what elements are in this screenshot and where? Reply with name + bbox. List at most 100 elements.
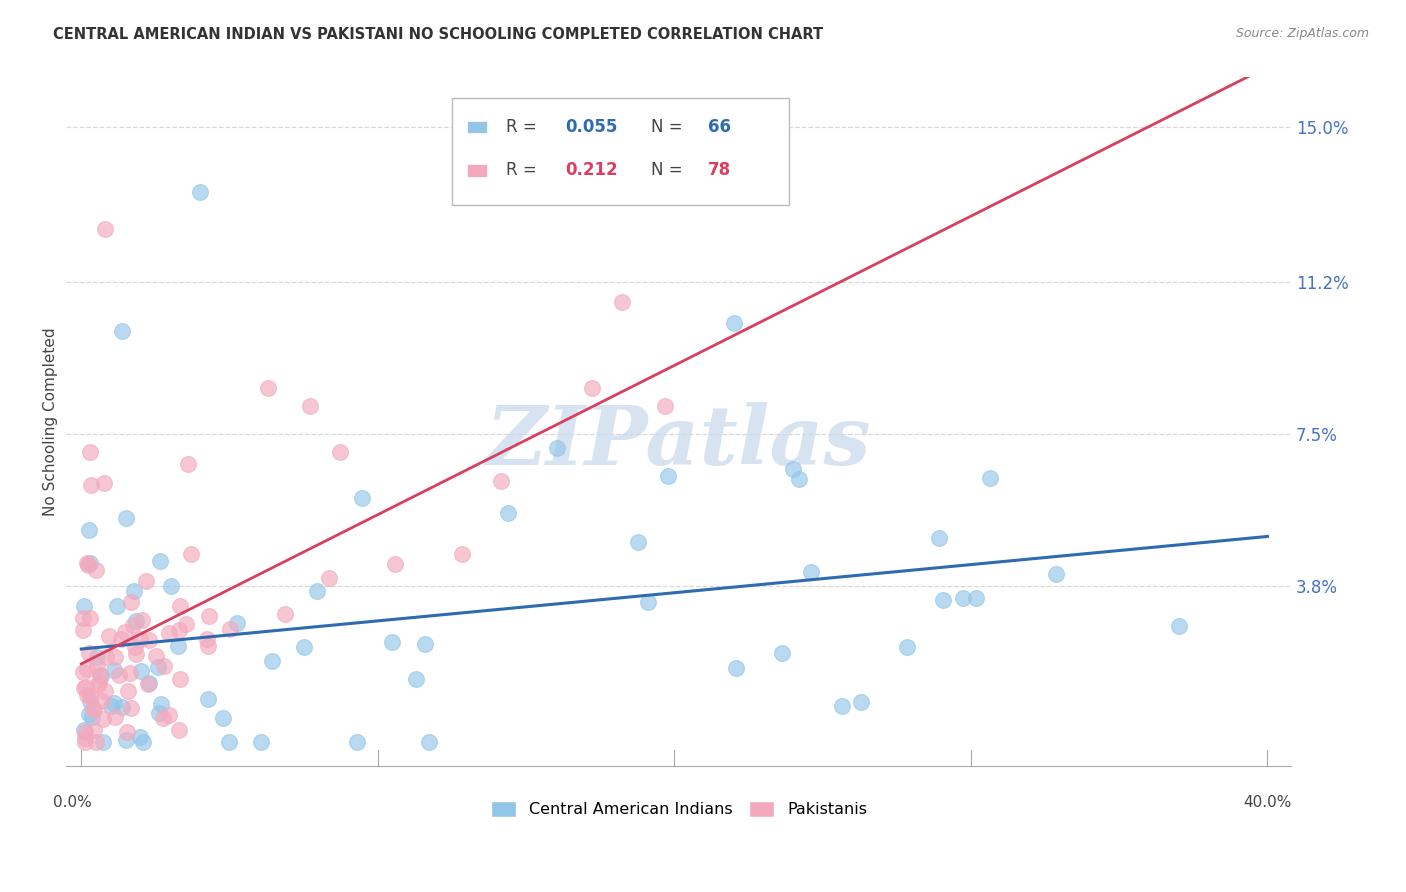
Text: 66: 66 (709, 118, 731, 136)
Point (546, 441, 568, 455)
Point (724, 661, 747, 675)
Point (138, 633, 160, 648)
Point (152, 659, 174, 673)
Point (120, 595, 142, 609)
Point (197, 639, 219, 653)
Point (103, 696, 125, 710)
Point (180, 547, 202, 561)
Point (157, 707, 180, 722)
Point (965, 591, 987, 606)
Point (831, 698, 853, 713)
Y-axis label: No Schooling Completed: No Schooling Completed (44, 327, 58, 516)
Text: 0.0%: 0.0% (53, 795, 91, 810)
Point (122, 583, 145, 598)
Point (979, 470, 1001, 484)
Point (166, 639, 188, 653)
Legend: Central American Indians, Pakistanis: Central American Indians, Pakistanis (484, 794, 873, 823)
Point (637, 595, 659, 609)
Point (89, 667, 111, 681)
Point (77, 706, 100, 721)
Point (128, 730, 150, 744)
Point (98, 629, 121, 643)
Point (174, 617, 197, 632)
Text: N =: N = (651, 161, 688, 179)
Point (73, 734, 96, 748)
Point (581, 380, 603, 394)
Point (384, 557, 406, 571)
Point (381, 635, 404, 649)
Text: N =: N = (651, 118, 688, 136)
Point (115, 724, 138, 739)
Point (262, 654, 284, 668)
Point (138, 676, 160, 690)
Point (84, 563, 107, 577)
Point (770, 646, 793, 660)
Point (104, 650, 127, 665)
Point (610, 295, 633, 310)
Point (195, 632, 218, 646)
Point (136, 677, 159, 691)
Point (129, 632, 152, 646)
Point (111, 324, 134, 338)
Point (72, 624, 94, 638)
Point (115, 733, 138, 747)
Point (167, 723, 190, 737)
Point (1045, 566, 1067, 581)
Point (80, 478, 103, 492)
Point (73, 725, 96, 739)
Point (352, 491, 374, 505)
Text: 0.055: 0.055 (565, 118, 617, 136)
Point (789, 472, 811, 486)
Point (83, 702, 105, 716)
Point (132, 734, 155, 748)
Point (135, 574, 157, 588)
Point (149, 697, 172, 711)
Point (79, 690, 101, 704)
Point (77, 524, 100, 538)
Point (131, 613, 153, 627)
Point (76, 556, 98, 570)
Point (91, 713, 114, 727)
Point (94, 684, 117, 698)
Point (177, 457, 200, 471)
Point (83, 723, 105, 737)
Point (121, 701, 143, 715)
Point (86, 650, 108, 665)
Point (79, 556, 101, 570)
Point (657, 469, 679, 483)
Point (299, 399, 322, 413)
Point (124, 640, 146, 655)
Point (167, 623, 190, 637)
Point (952, 591, 974, 606)
Text: ZIPatlas: ZIPatlas (486, 402, 872, 483)
Point (73, 599, 96, 613)
Point (125, 647, 148, 661)
Point (77, 558, 100, 572)
Point (79, 445, 101, 459)
Point (72, 665, 94, 680)
Point (90, 669, 112, 683)
Point (103, 663, 125, 677)
Point (72, 611, 94, 625)
FancyBboxPatch shape (453, 98, 789, 205)
Point (318, 571, 340, 585)
Point (110, 632, 132, 647)
Point (292, 640, 315, 654)
Point (79, 646, 101, 660)
Point (159, 579, 181, 593)
Point (197, 691, 219, 706)
Point (451, 548, 474, 562)
Point (849, 695, 872, 709)
Point (117, 683, 139, 698)
Text: CENTRAL AMERICAN INDIAN VS PAKISTANI NO SCHOOLING COMPLETED CORRELATION CHART: CENTRAL AMERICAN INDIAN VS PAKISTANI NO … (53, 27, 824, 42)
Point (226, 615, 249, 630)
Point (79, 694, 101, 708)
Point (212, 711, 235, 725)
Point (75, 731, 97, 746)
Point (93, 475, 115, 490)
Point (129, 665, 152, 679)
Point (654, 399, 676, 413)
Point (114, 624, 136, 639)
Point (723, 317, 745, 331)
Point (73, 723, 96, 738)
